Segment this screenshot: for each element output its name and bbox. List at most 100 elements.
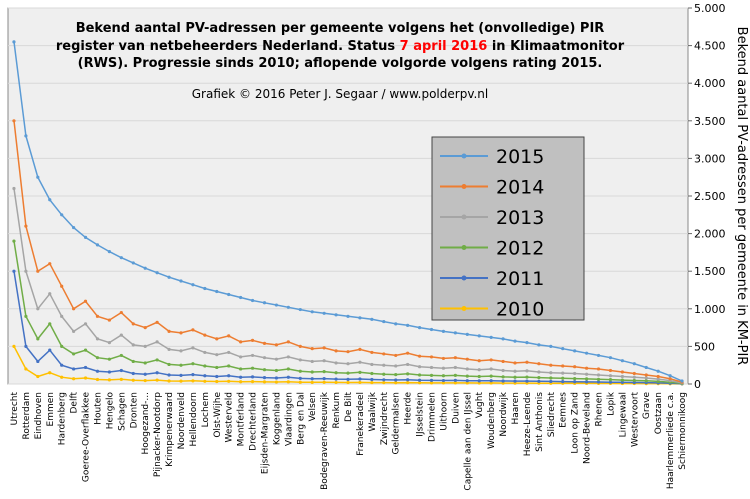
- point: [215, 353, 219, 357]
- x-tick-label: Noord-Beveland: [583, 392, 593, 464]
- point: [203, 379, 207, 383]
- point: [382, 319, 386, 324]
- point: [83, 376, 88, 380]
- y-tick-label: 4.500: [694, 40, 726, 53]
- point: [143, 326, 147, 330]
- point: [119, 353, 123, 358]
- x-tick-label: Eemnes: [559, 392, 569, 428]
- point: [24, 344, 28, 348]
- point: [298, 307, 302, 312]
- point: [12, 269, 16, 273]
- title-line: register van netbeheerders Nederland. St…: [56, 39, 625, 54]
- point: [12, 239, 16, 243]
- point: [596, 380, 601, 384]
- x-tick-label: Hengelo: [105, 392, 115, 430]
- point: [346, 362, 350, 366]
- point: [513, 369, 517, 373]
- point: [191, 328, 195, 332]
- point: [155, 340, 159, 344]
- point: [334, 380, 338, 385]
- point: [465, 367, 469, 371]
- point: [489, 379, 493, 383]
- point: [262, 341, 267, 345]
- point: [179, 349, 183, 353]
- point: [310, 370, 314, 374]
- point: [382, 352, 386, 356]
- point: [549, 344, 553, 348]
- point: [406, 351, 410, 355]
- point: [656, 374, 660, 379]
- point: [537, 376, 541, 380]
- point: [334, 361, 338, 365]
- subtitle: Grafiek © 2016 Peter J. Segaar / www.pol…: [192, 87, 489, 101]
- point: [417, 326, 422, 330]
- point: [298, 358, 302, 362]
- point: [429, 373, 434, 377]
- point: [513, 375, 517, 379]
- point: [48, 262, 52, 266]
- x-tick-label: Drimmelen: [428, 392, 438, 442]
- point: [441, 374, 446, 378]
- point: [203, 364, 207, 368]
- x-tick-label: Hardenberg: [58, 392, 68, 445]
- x-tick-label: Duiven: [451, 392, 461, 424]
- point: [620, 374, 624, 379]
- point: [358, 370, 362, 374]
- x-tick-label: Dronten: [129, 392, 139, 428]
- x-tick-label: Koggenland: [272, 392, 282, 445]
- point: [573, 349, 577, 353]
- point: [215, 289, 219, 294]
- point: [513, 379, 517, 383]
- point: [203, 286, 207, 291]
- point: [119, 368, 123, 373]
- point: [286, 355, 290, 359]
- point: [346, 380, 350, 385]
- point: [370, 377, 374, 382]
- x-tick-label: Goeree-Overflakkee: [82, 392, 92, 483]
- point: [95, 377, 100, 382]
- point: [608, 368, 613, 373]
- point: [250, 338, 255, 342]
- point: [95, 314, 100, 318]
- point: [12, 186, 16, 191]
- point: [274, 303, 279, 307]
- y-tick-label: 4.000: [694, 77, 726, 90]
- point: [239, 340, 243, 344]
- point: [36, 337, 40, 341]
- point: [620, 359, 624, 363]
- point: [48, 198, 52, 202]
- point: [143, 344, 147, 348]
- point: [489, 367, 493, 371]
- point: [417, 373, 422, 377]
- point: [227, 292, 231, 297]
- point: [513, 339, 517, 343]
- point: [12, 119, 16, 123]
- point: [239, 367, 243, 371]
- point: [465, 357, 469, 361]
- point: [227, 350, 231, 355]
- legend: [431, 136, 585, 321]
- legend-marker: [461, 306, 467, 311]
- x-tick-label: Haaren: [511, 392, 521, 425]
- point: [72, 329, 76, 333]
- point: [36, 359, 40, 364]
- point: [334, 313, 338, 317]
- title-part: register van netbeheerders Nederland. St…: [56, 39, 400, 54]
- legend-marker: [461, 245, 467, 250]
- point: [465, 332, 469, 336]
- point: [24, 224, 28, 228]
- point: [441, 366, 446, 370]
- point: [95, 243, 100, 247]
- point: [262, 368, 267, 372]
- legend-label: 2012: [496, 238, 544, 260]
- point: [155, 371, 159, 375]
- point: [441, 356, 446, 361]
- point: [107, 341, 112, 345]
- point: [322, 380, 326, 384]
- x-tick-label: Capelle aan den IJssel: [463, 392, 473, 491]
- point: [573, 380, 577, 384]
- point: [668, 377, 672, 381]
- x-tick-label: Westerveld: [225, 392, 235, 442]
- point: [322, 359, 326, 363]
- point: [453, 381, 457, 385]
